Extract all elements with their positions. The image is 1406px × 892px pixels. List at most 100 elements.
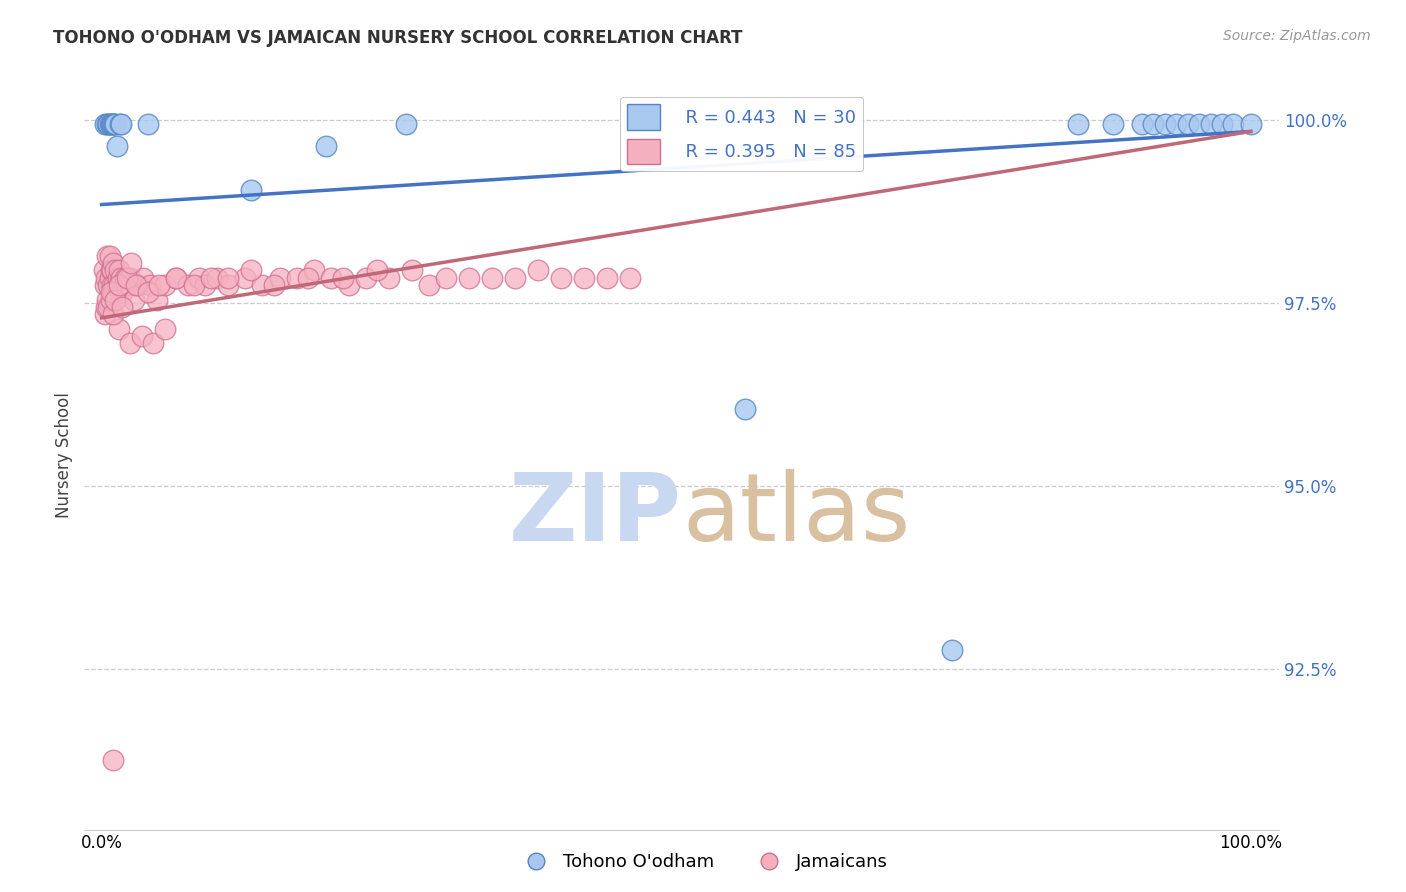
Point (574, 270, 596, 285)
Legend:   R = 0.443   N = 30,   R = 0.395   N = 85: R = 0.443 N = 30, R = 0.395 N = 85 (620, 97, 863, 171)
Point (1067, 117, 1090, 131)
Point (481, 270, 503, 285)
Point (120, 270, 142, 285)
Point (122, 293, 145, 307)
Point (378, 270, 401, 285)
Point (1101, 117, 1123, 131)
Point (101, 263, 124, 277)
Point (100, 293, 122, 307)
Point (1222, 117, 1244, 131)
Point (132, 270, 155, 285)
Point (136, 285, 159, 300)
Point (101, 307, 124, 321)
Point (1130, 117, 1153, 131)
Point (131, 329, 153, 343)
Point (108, 322, 131, 336)
Point (1164, 117, 1187, 131)
Point (96, 249, 118, 263)
Point (315, 139, 337, 153)
Text: TOHONO O'ODHAM VS JAMAICAN NURSERY SCHOOL CORRELATION CHART: TOHONO O'ODHAM VS JAMAICAN NURSERY SCHOO… (53, 29, 742, 46)
Point (108, 277, 131, 292)
Point (285, 270, 308, 285)
Point (217, 270, 239, 285)
Point (101, 117, 124, 131)
Point (734, 402, 756, 417)
Point (94, 117, 117, 131)
Text: Source: ZipAtlas.com: Source: ZipAtlas.com (1223, 29, 1371, 43)
Point (105, 139, 128, 153)
Point (121, 256, 143, 270)
Point (194, 277, 217, 292)
Point (94, 307, 117, 321)
Point (297, 270, 319, 285)
Point (527, 263, 550, 277)
Point (96, 117, 118, 131)
Point (1153, 117, 1175, 131)
Point (183, 277, 205, 292)
Point (142, 336, 165, 351)
Point (108, 263, 131, 277)
Point (104, 117, 127, 131)
Point (550, 270, 572, 285)
Point (96, 293, 118, 307)
Point (110, 270, 132, 285)
Point (1240, 117, 1263, 131)
Point (200, 270, 222, 285)
Point (98, 117, 121, 131)
Point (1177, 117, 1199, 131)
Point (100, 285, 122, 300)
Point (107, 270, 129, 285)
Point (240, 263, 263, 277)
Point (148, 277, 170, 292)
Point (366, 263, 388, 277)
Point (217, 277, 239, 292)
Point (104, 263, 127, 277)
Point (100, 117, 122, 131)
Point (418, 277, 440, 292)
Point (103, 117, 125, 131)
Point (321, 270, 343, 285)
Point (108, 277, 131, 292)
Point (269, 270, 291, 285)
Point (103, 277, 125, 292)
Point (1199, 117, 1222, 131)
Point (98, 270, 121, 285)
Point (125, 277, 148, 292)
Point (1142, 117, 1164, 131)
Point (108, 117, 131, 131)
Point (233, 270, 256, 285)
Point (458, 270, 481, 285)
Point (97, 277, 120, 292)
Point (1211, 117, 1233, 131)
Point (94, 277, 117, 292)
Point (96, 300, 118, 314)
Point (120, 336, 142, 351)
Point (101, 256, 124, 270)
Point (101, 277, 124, 292)
Point (93, 263, 115, 277)
Point (252, 277, 274, 292)
Point (401, 263, 423, 277)
Point (97, 117, 120, 131)
Point (153, 322, 176, 336)
Point (96, 270, 118, 285)
Point (105, 277, 128, 292)
Point (145, 293, 167, 307)
Text: atlas: atlas (682, 469, 910, 561)
Point (332, 270, 354, 285)
Point (104, 293, 127, 307)
Point (165, 270, 187, 285)
Point (205, 270, 228, 285)
Text: ZIP: ZIP (509, 469, 682, 561)
Point (337, 277, 360, 292)
Point (101, 753, 124, 767)
Point (111, 285, 134, 300)
Point (115, 270, 138, 285)
Point (302, 263, 325, 277)
Point (188, 270, 211, 285)
Point (263, 277, 285, 292)
Point (434, 270, 457, 285)
Point (619, 270, 641, 285)
Point (100, 263, 122, 277)
Legend: Tohono O'odham, Jamaicans: Tohono O'odham, Jamaicans (512, 847, 894, 879)
